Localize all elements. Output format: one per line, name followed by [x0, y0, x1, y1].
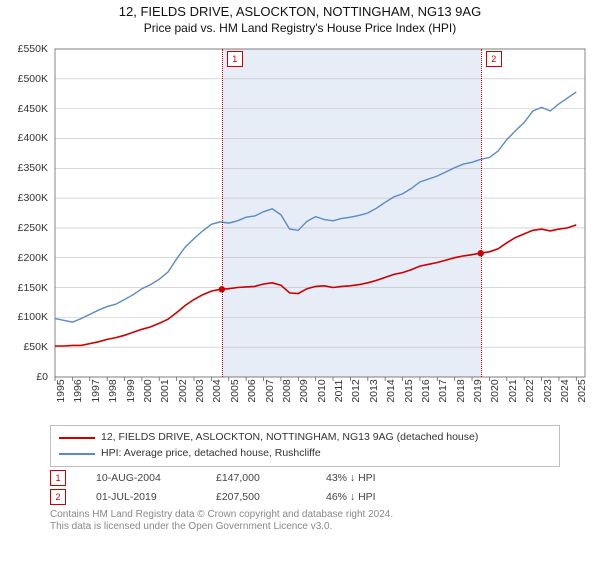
y-axis-label: £450K [18, 103, 48, 115]
chart-title-line1: 12, FIELDS DRIVE, ASLOCKTON, NOTTINGHAM,… [0, 4, 600, 19]
y-axis-label: £250K [18, 222, 48, 234]
x-axis-label: 2015 [403, 379, 415, 402]
y-axis-label: £200K [18, 252, 48, 264]
x-axis-label: 2014 [385, 379, 397, 402]
x-axis-label: 2012 [350, 379, 362, 402]
transaction-price: £207,500 [216, 491, 296, 503]
x-axis-label: 2008 [281, 379, 293, 402]
x-axis-label: 2002 [177, 379, 189, 402]
y-axis-label: £100K [18, 311, 48, 323]
transaction-pct: 43% ↓ HPI [326, 472, 376, 484]
y-axis-label: £550K [18, 43, 48, 55]
legend-label: 12, FIELDS DRIVE, ASLOCKTON, NOTTINGHAM,… [101, 430, 478, 446]
legend-label: HPI: Average price, detached house, Rush… [101, 446, 321, 462]
y-axis-label: £150K [18, 282, 48, 294]
chart-marker-1: 1 [227, 51, 243, 67]
x-axis-label: 2022 [524, 379, 536, 402]
transaction-marker: 2 [50, 489, 66, 505]
x-axis-label: 2019 [472, 379, 484, 402]
footer-line1: Contains HM Land Registry data © Crown c… [50, 509, 560, 521]
transaction-date: 10-AUG-2004 [96, 472, 186, 484]
legend-item: 12, FIELDS DRIVE, ASLOCKTON, NOTTINGHAM,… [59, 430, 551, 446]
x-axis-label: 2018 [455, 379, 467, 402]
x-axis-label: 1995 [55, 379, 67, 402]
legend-swatch [59, 437, 95, 439]
chart-marker-2: 2 [486, 51, 502, 67]
x-axis-label: 2020 [489, 379, 501, 402]
x-axis-label: 2013 [368, 379, 380, 402]
x-axis-label: 2016 [420, 379, 432, 402]
x-axis-label: 2017 [437, 379, 449, 402]
legend-item: HPI: Average price, detached house, Rush… [59, 446, 551, 462]
chart-area: 1 2 £0 £50K £100K £150K £200K £250K £300K £350K £4… [0, 39, 600, 419]
y-axis-label: £50K [23, 341, 48, 353]
x-axis-label: 2004 [211, 379, 223, 402]
x-axis-label: 2001 [159, 379, 171, 402]
y-axis-label: £350K [18, 162, 48, 174]
legend-swatch [59, 453, 95, 455]
x-axis-label: 1999 [125, 379, 137, 402]
transaction-row: 2 01-JUL-2019 £207,500 46% ↓ HPI [50, 489, 600, 505]
transaction-date: 01-JUL-2019 [96, 491, 186, 503]
transaction-pct: 46% ↓ HPI [326, 491, 376, 503]
y-axis-label: £300K [18, 192, 48, 204]
x-axis-label: 2025 [576, 379, 588, 402]
x-axis-label: 2003 [194, 379, 206, 402]
x-axis-label: 2010 [316, 379, 328, 402]
x-axis-label: 1998 [107, 379, 119, 402]
footer-text: Contains HM Land Registry data © Crown c… [50, 509, 560, 533]
x-axis-label: 1997 [90, 379, 102, 402]
y-axis-label: £400K [18, 132, 48, 144]
x-axis-label: 2006 [246, 379, 258, 402]
transaction-marker: 1 [50, 470, 66, 486]
x-axis-label: 2021 [507, 379, 519, 402]
x-axis-label: 2000 [142, 379, 154, 402]
x-axis-label: 2009 [298, 379, 310, 402]
y-axis-label: £0 [36, 371, 48, 383]
x-axis-label: 2023 [542, 379, 554, 402]
x-axis-label: 1996 [72, 379, 84, 402]
chart-title-line2: Price paid vs. HM Land Registry's House … [0, 21, 600, 35]
transaction-row: 1 10-AUG-2004 £147,000 43% ↓ HPI [50, 470, 600, 486]
x-axis-label: 2005 [229, 379, 241, 402]
footer-line2: This data is licensed under the Open Gov… [50, 521, 560, 533]
transaction-price: £147,000 [216, 472, 296, 484]
legend: 12, FIELDS DRIVE, ASLOCKTON, NOTTINGHAM,… [50, 425, 560, 467]
x-axis-label: 2007 [264, 379, 276, 402]
y-axis-label: £500K [18, 73, 48, 85]
x-axis-label: 2011 [333, 380, 345, 403]
x-axis-label: 2024 [559, 379, 571, 402]
